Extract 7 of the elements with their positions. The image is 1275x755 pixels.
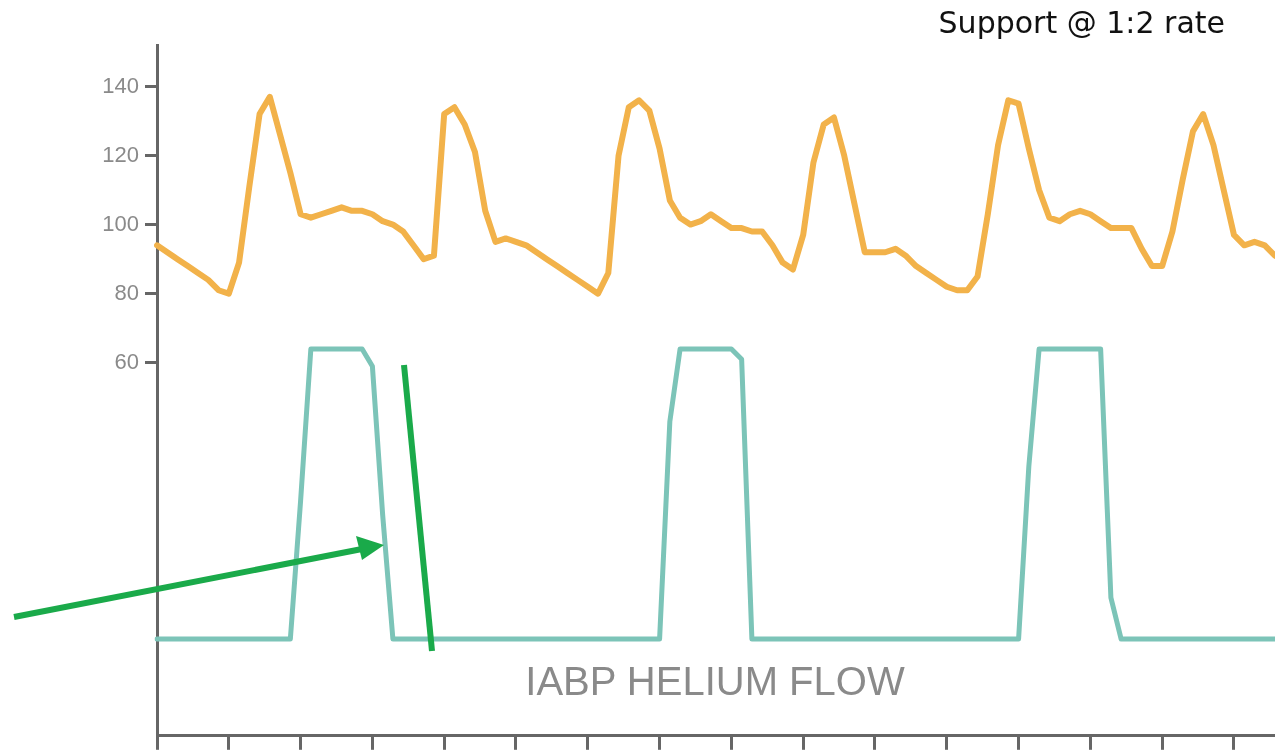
- annotation: IABP HELIUM FLOW: [525, 659, 905, 704]
- y-tick-label: 60: [114, 348, 139, 374]
- y-tick-label: 80: [114, 279, 139, 305]
- chart-title: Support @ 1:2 rate: [938, 4, 1225, 40]
- y-tick-label: 120: [102, 141, 139, 167]
- y-tick-label: 100: [102, 210, 139, 236]
- y-tick-label: 140: [102, 72, 139, 98]
